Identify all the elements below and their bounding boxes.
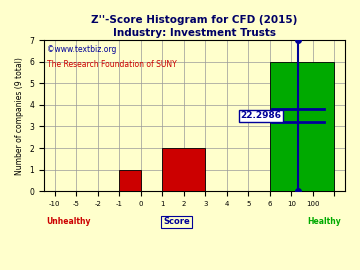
Text: 22.2986: 22.2986 (240, 111, 282, 120)
Text: Unhealthy: Unhealthy (46, 217, 90, 226)
Bar (162, 148, 205, 191)
Text: Score: Score (163, 217, 190, 226)
Y-axis label: Number of companies (9 total): Number of companies (9 total) (15, 57, 24, 175)
Text: ©www.textbiz.org: ©www.textbiz.org (47, 45, 117, 54)
Text: The Research Foundation of SUNY: The Research Foundation of SUNY (47, 60, 177, 69)
Text: Healthy: Healthy (307, 217, 341, 226)
Title: Z''-Score Histogram for CFD (2015)
Industry: Investment Trusts: Z''-Score Histogram for CFD (2015) Indus… (91, 15, 298, 38)
Bar (270, 62, 334, 191)
Bar (120, 170, 141, 191)
